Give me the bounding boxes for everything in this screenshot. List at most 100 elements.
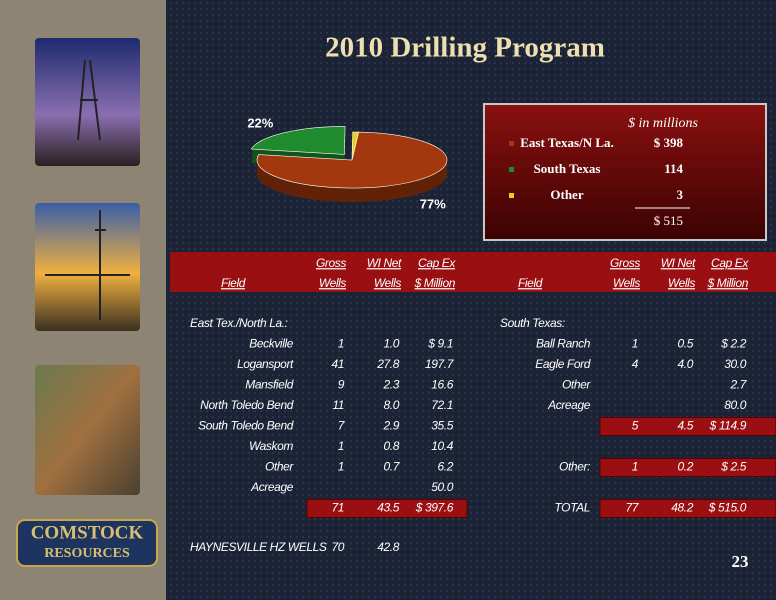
section-label: East Tex./North La.:: [190, 316, 288, 330]
highlight-cell: [306, 499, 468, 518]
wellhead-silhouette: [45, 210, 130, 320]
cell-value: $ 515.0: [708, 501, 747, 515]
column-header: Gross: [316, 256, 346, 270]
field-name: Other: [265, 460, 294, 474]
cell-value: $ 397.6: [415, 501, 454, 515]
legend-caption: $ in millions: [628, 116, 699, 131]
rig-silhouette: [77, 59, 101, 141]
field-name: Waskom: [249, 439, 293, 453]
cell-value: 5: [632, 419, 639, 433]
cell-value: 1: [338, 439, 344, 453]
cell-value: 4.5: [678, 419, 694, 433]
column-header: $ Million: [707, 276, 749, 290]
column-header: Wells: [613, 276, 641, 290]
pie-label: 22%: [247, 115, 273, 130]
cell-value: 11: [332, 398, 344, 412]
cell-value: 0.7: [384, 460, 401, 474]
logo-badge: [16, 519, 158, 567]
column-header: $ Million: [414, 276, 456, 290]
cell-value: 72.1: [431, 398, 453, 412]
pie-label: 77%: [420, 197, 446, 212]
slide-title: 2010 Drilling Program: [325, 32, 605, 64]
highlight-cell: [599, 417, 776, 436]
column-header: WI Net: [661, 256, 696, 270]
legend-total: $ 515: [654, 213, 683, 228]
logo-text: COMSTOCK: [31, 522, 144, 543]
highlight-cell: [599, 499, 776, 518]
cell-value: 4.0: [678, 357, 694, 371]
cell-value: $ 9.1: [427, 337, 453, 351]
cell-value: 0.5: [678, 337, 694, 351]
column-header: Cap Ex: [418, 256, 456, 270]
field-name: South Toledo Bend: [198, 419, 294, 433]
cell-value: 2.3: [383, 378, 400, 392]
cell-value: $ 114.9: [709, 419, 747, 433]
cell-value: 7: [338, 419, 346, 433]
column-header: WI Net: [367, 256, 402, 270]
cell-value: 80.0: [724, 398, 746, 412]
legend-name: East Texas/N La.: [520, 135, 614, 150]
column-header: Field: [221, 276, 246, 290]
field-name: Eagle Ford: [535, 357, 590, 371]
column-header: Cap Ex: [711, 256, 749, 270]
field-name: Ball Ranch: [536, 337, 591, 351]
section-label: South Texas:: [500, 316, 565, 330]
column-header: Wells: [374, 276, 402, 290]
cell-value: 197.7: [425, 357, 455, 371]
cell-value: 42.8: [377, 540, 399, 554]
cell-value: $ 2.2: [720, 337, 746, 351]
field-name: Other:: [559, 460, 590, 474]
column-header: Field: [518, 276, 543, 290]
cell-value: 0.2: [678, 460, 694, 474]
field-name: Logansport: [237, 357, 294, 371]
cell-value: 50.0: [431, 480, 453, 494]
cell-value: 77: [625, 501, 639, 515]
cell-value: 71: [331, 501, 344, 515]
cell-value: 2.7: [730, 378, 748, 392]
legend-swatch: [509, 193, 514, 198]
header-band: [170, 252, 776, 292]
cell-value: 35.5: [431, 419, 453, 433]
field-name: North Toledo Bend: [200, 398, 294, 412]
legend-box: [483, 103, 767, 241]
cell-value: 1: [338, 337, 344, 351]
cell-value: 30.0: [724, 357, 746, 371]
pie-slice: [351, 131, 360, 161]
field-name: Acreage: [547, 398, 591, 412]
photo-wellhead: [35, 203, 140, 331]
cell-value: 16.6: [431, 378, 453, 392]
column-header: Wells: [668, 276, 696, 290]
legend-name: South Texas: [534, 161, 601, 176]
legend-value: 114: [664, 161, 683, 176]
logo-text: RESOURCES: [44, 546, 130, 561]
cell-value: 70: [331, 540, 344, 554]
pie-slice: [256, 131, 448, 189]
legend-name: Other: [550, 187, 583, 202]
cell-value: 6.2: [438, 460, 454, 474]
field-name: Other: [562, 378, 591, 392]
legend-value: $ 398: [654, 135, 684, 150]
cell-value: 4: [632, 357, 639, 371]
column-header: Wells: [319, 276, 347, 290]
photo-crew: [35, 365, 140, 495]
column-header: Gross: [610, 256, 640, 270]
cell-value: 27.8: [376, 357, 399, 371]
legend-value: 3: [677, 187, 684, 202]
field-name: HAYNESVILLE HZ WELLS: [190, 540, 327, 554]
page-number: 23: [732, 552, 749, 571]
cell-value: 41: [331, 357, 344, 371]
cell-value: 2.9: [383, 419, 400, 433]
cell-value: 1.0: [384, 337, 400, 351]
field-name: Beckville: [249, 337, 293, 351]
cell-value: 43.5: [377, 501, 399, 515]
highlight-cell: [599, 458, 776, 477]
field-name: TOTAL: [554, 501, 590, 515]
cell-value: 1: [338, 460, 344, 474]
cell-value: 1: [632, 337, 638, 351]
photo-rig-night: [35, 38, 140, 166]
field-name: Acreage: [250, 480, 294, 494]
cell-value: 9: [338, 378, 345, 392]
cell-value: 48.2: [671, 501, 693, 515]
